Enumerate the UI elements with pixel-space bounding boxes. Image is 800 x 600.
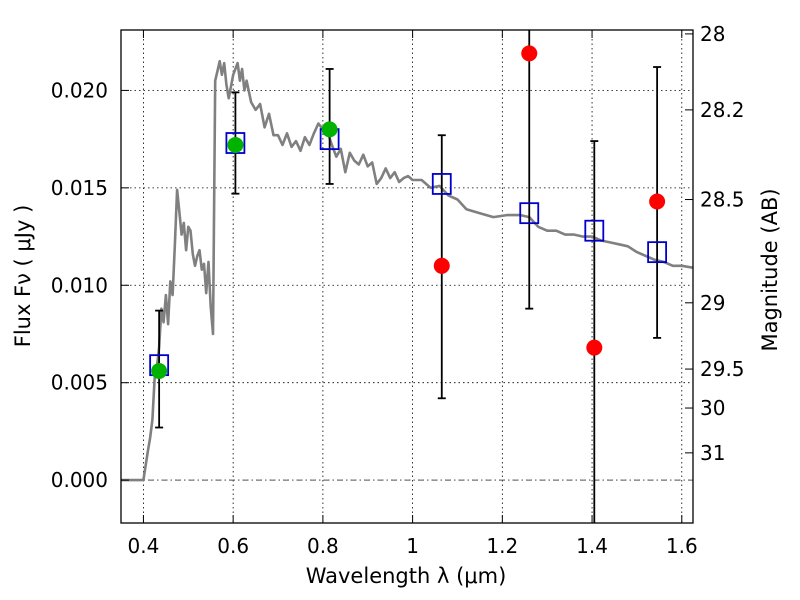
nondetection-point bbox=[649, 193, 666, 210]
right-axis-label: Magnitude (AB) bbox=[758, 188, 782, 351]
nondetection-point bbox=[433, 257, 450, 274]
y-tick-label: 0.015 bbox=[51, 176, 108, 200]
nondetection-point bbox=[521, 45, 538, 62]
detection-point bbox=[321, 121, 338, 138]
right-tick-label: 29.5 bbox=[700, 357, 745, 381]
nondetection-point bbox=[586, 339, 603, 356]
y-axis-label: Flux Fν ( μJy ) bbox=[11, 205, 35, 348]
right-tick-label: 31 bbox=[700, 441, 725, 465]
sed-curve bbox=[121, 59, 693, 482]
x-tick-label: 0.8 bbox=[307, 534, 339, 558]
right-tick-label: 28 bbox=[700, 22, 725, 46]
model-point bbox=[647, 241, 668, 264]
plot-frame bbox=[120, 29, 694, 524]
x-tick-label: 1 bbox=[406, 534, 419, 558]
right-tick-label: 28.5 bbox=[700, 188, 745, 212]
detection-point bbox=[151, 363, 168, 380]
y-tick-label: 0.005 bbox=[51, 371, 108, 395]
x-tick-label: 0.6 bbox=[217, 534, 249, 558]
model-point bbox=[431, 173, 452, 195]
right-tick-label: 29 bbox=[700, 291, 725, 315]
detection-point bbox=[227, 136, 244, 153]
model-point bbox=[519, 202, 540, 225]
x-tick-label: 1.2 bbox=[486, 534, 518, 558]
model-point bbox=[584, 219, 605, 242]
y-tick-label: 0.020 bbox=[51, 78, 108, 102]
x-tick-label: 1.4 bbox=[576, 534, 608, 558]
x-tick-label: 0.4 bbox=[128, 534, 160, 558]
x-axis-label: Wavelength λ (μm) bbox=[306, 564, 507, 588]
y-tick-label: 0.000 bbox=[51, 468, 108, 492]
plot-area bbox=[121, 30, 693, 523]
axes: 0.4 0.6 0.8 1 1.2 1.4 1.6 0.000 0.005 0.010 0.015 0… bbox=[51, 22, 745, 558]
right-tick-label: 28.2 bbox=[700, 98, 745, 122]
right-tick-label: 30 bbox=[700, 396, 725, 420]
y-tick-label: 0.010 bbox=[51, 273, 108, 297]
model-point bbox=[225, 132, 246, 154]
x-tick-label: 1.6 bbox=[666, 534, 698, 558]
